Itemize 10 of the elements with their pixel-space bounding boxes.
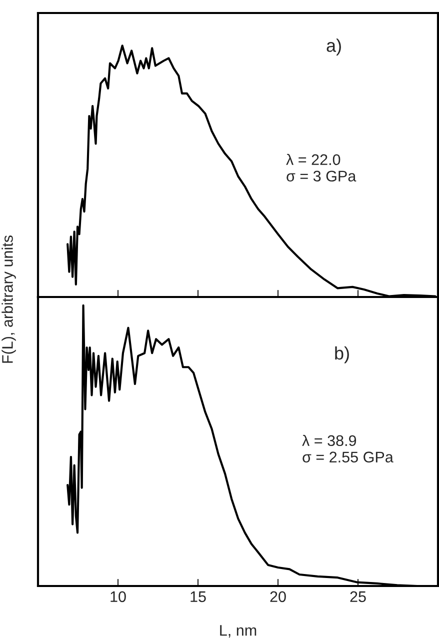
x-tick-label: 15 xyxy=(190,591,206,602)
x-axis-title: L, nm xyxy=(220,625,256,638)
annotation: b) xyxy=(335,346,349,364)
annotation: a) xyxy=(326,38,341,56)
x-tick-label: 25 xyxy=(350,591,366,602)
x-tick-label: 20 xyxy=(270,591,286,602)
y-axis-title: F(L), arbitrary units xyxy=(2,236,16,363)
x-tick-label: 10 xyxy=(110,591,126,602)
annotation: λ = 22.0 σ = 3 GPa xyxy=(286,154,356,182)
annotation: λ = 38.9 σ = 2.55 GPa xyxy=(302,434,394,462)
